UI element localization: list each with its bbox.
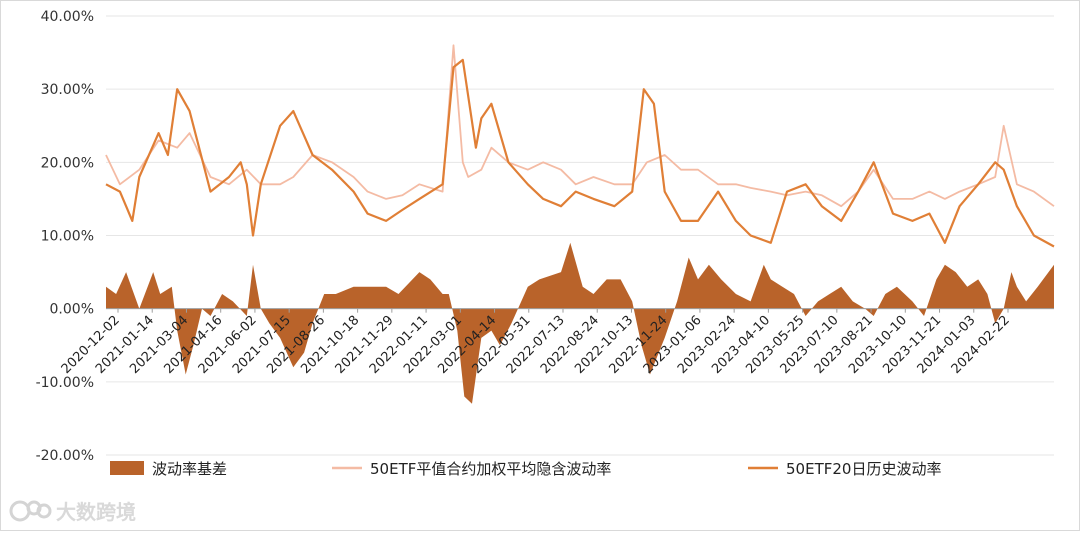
y-axis: -20.00% -10.00% 0.00% 10.00% 20.00% 30.00% 40.… <box>36 9 94 464</box>
logo-ring <box>36 503 52 519</box>
brand-logo-icon <box>9 500 52 522</box>
y-tick-label: 10.00% <box>41 229 94 245</box>
legend-label-historical: 50ETF20日历史波动率 <box>786 460 941 478</box>
legend-swatch-basis <box>110 461 144 475</box>
implied-vol-line <box>105 44 1055 208</box>
y-tick-label: 20.00% <box>41 155 94 171</box>
basis-area-series <box>106 242 1054 404</box>
basis-area <box>106 242 1054 404</box>
y-tick-label: 30.00% <box>41 82 94 98</box>
y-tick-label: 40.00% <box>41 9 94 25</box>
y-tick-label: -10.00% <box>36 375 94 391</box>
y-tick-label: 0.00% <box>50 302 94 318</box>
line-series <box>105 44 1055 248</box>
legend: 波动率基差 50ETF平值合约加权平均隐含波动率 50ETF20日历史波动率 <box>110 460 941 478</box>
legend-label-basis: 波动率基差 <box>152 460 227 478</box>
y-tick-label: -20.00% <box>36 448 94 464</box>
watermark-text: 大数跨境 <box>56 500 136 524</box>
watermark: 大数跨境 <box>9 500 136 524</box>
legend-label-implied: 50ETF平值合约加权平均隐含波动率 <box>370 460 611 478</box>
historical-vol-line <box>105 58 1055 248</box>
